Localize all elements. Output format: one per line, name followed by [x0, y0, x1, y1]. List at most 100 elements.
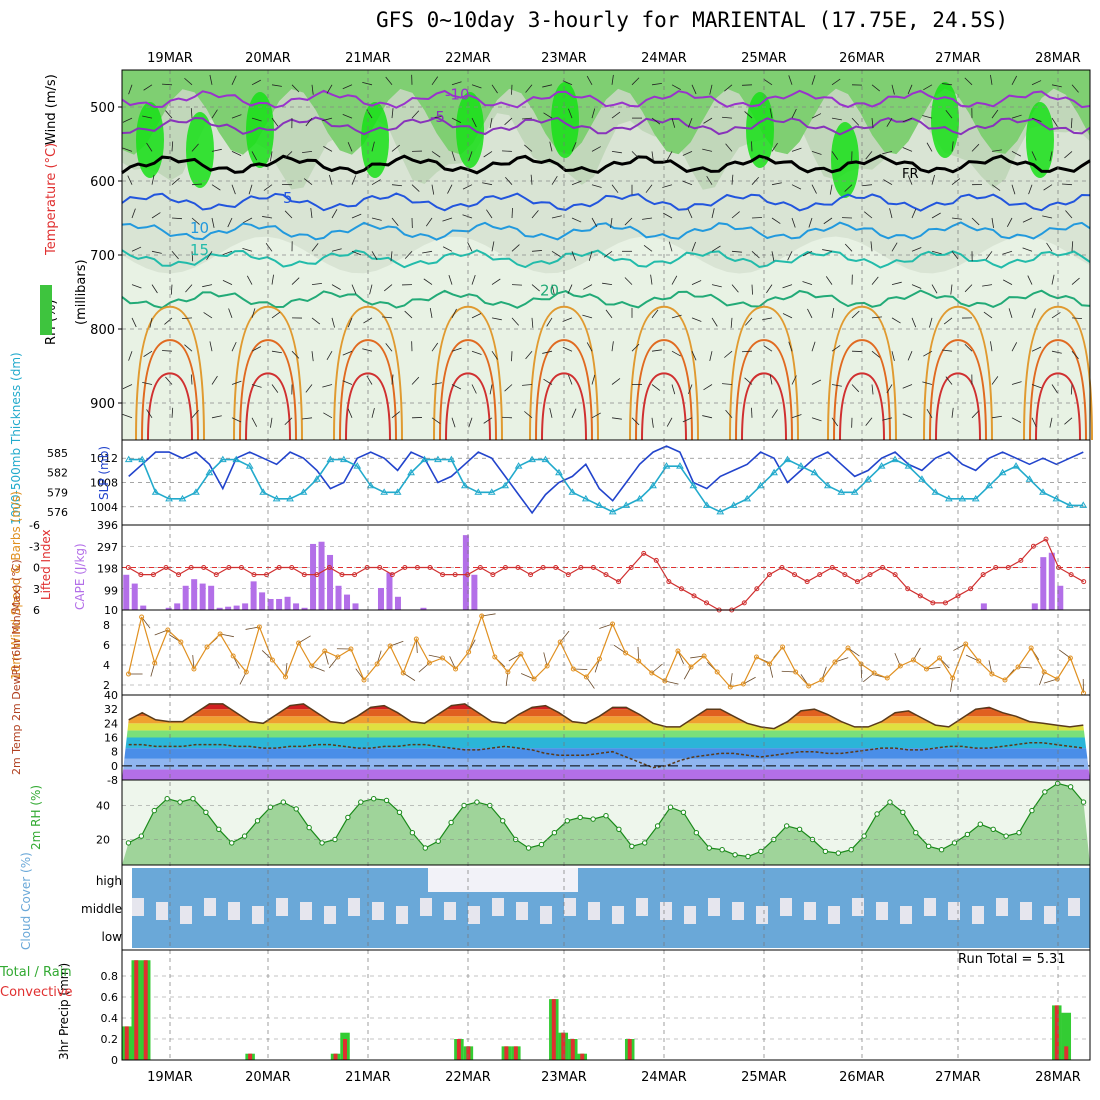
wind-barb	[271, 84, 282, 87]
precip-convective-bar	[504, 1046, 509, 1060]
lifted-index-point	[867, 572, 873, 578]
wind-speed-point	[400, 670, 406, 676]
lifted-index-point	[892, 572, 898, 578]
lifted-index-point	[930, 600, 936, 606]
wind-barb	[666, 417, 673, 427]
thickness-point	[676, 462, 684, 469]
thickness-point	[581, 494, 590, 502]
warm-isotherm-arch	[141, 339, 199, 441]
wind-barb	[722, 116, 733, 119]
cape-bar	[199, 583, 206, 610]
date-label-top: 23MAR	[541, 51, 587, 66]
wind-barb	[202, 284, 213, 288]
rh-point	[203, 809, 209, 815]
lifted-index-point	[402, 565, 408, 570]
wind-barb	[431, 151, 441, 158]
wind-speed-point	[505, 669, 511, 675]
wind-barb	[291, 84, 300, 93]
wind-barb	[251, 417, 258, 427]
wind-speed-point	[610, 621, 616, 627]
lifted-index-point	[276, 565, 282, 570]
wind-barb	[964, 343, 973, 352]
precip-convective-bar	[248, 1053, 253, 1060]
wind-barb	[468, 151, 473, 161]
wind-barb	[451, 117, 462, 123]
wind-barb	[211, 375, 218, 385]
warm-isotherm-arch	[147, 372, 193, 441]
wind-speed-point	[832, 659, 838, 665]
cape-bar	[462, 535, 469, 610]
wind-barb	[682, 417, 693, 423]
thickness-point	[420, 455, 429, 463]
wind-barb	[631, 151, 640, 159]
thickness-point	[366, 481, 375, 489]
thickness-ylabel: 1000-500mb Thickness (dm)	[9, 352, 23, 525]
wind-barb	[588, 251, 593, 262]
rh-point	[396, 809, 403, 815]
slp-ylabel: SLP (mb)	[97, 446, 111, 500]
precip-panel	[121, 949, 1091, 1061]
wind-barb	[302, 417, 313, 420]
wind-barb	[371, 408, 375, 418]
temp-tick-label: 40	[104, 689, 118, 702]
wind-barb	[883, 179, 893, 186]
wind-barb	[863, 211, 873, 219]
lifted-index-point	[251, 572, 257, 578]
wind-speed-point	[583, 674, 589, 680]
wind-barb	[889, 208, 893, 219]
wind-barb	[190, 374, 193, 385]
wind-barb	[882, 417, 893, 421]
cloud-gap	[708, 898, 720, 916]
lifted-index-point	[741, 600, 747, 606]
wind-barb	[631, 417, 640, 426]
y-tick-label: 800	[90, 323, 115, 338]
precip-convective-bar	[561, 1032, 566, 1060]
cloud-gap	[276, 898, 288, 916]
wind-barb	[501, 416, 513, 419]
thickness-point	[958, 494, 967, 502]
wind-barb	[725, 143, 733, 152]
wind-barb	[251, 117, 262, 122]
temp-band	[122, 716, 1090, 724]
thickness-point	[985, 481, 994, 489]
wind-barb	[127, 175, 133, 185]
rh-point	[990, 826, 996, 832]
rh-point	[913, 830, 919, 836]
wind-barb	[851, 117, 860, 126]
wind-barb	[831, 78, 841, 86]
cloud-level-label: middle	[81, 902, 122, 916]
wind-barb	[531, 250, 542, 252]
wind-barb	[982, 284, 993, 287]
wind-barb	[451, 347, 462, 352]
thickness-point	[837, 488, 846, 495]
slp-tick-label: 1004	[90, 501, 118, 514]
cloud-gap	[900, 906, 912, 924]
wind-barb	[731, 250, 742, 253]
wind-barb	[923, 350, 933, 357]
date-label-bottom: 25MAR	[741, 1070, 787, 1085]
cloud-gap	[228, 902, 240, 920]
temp-band	[122, 730, 1090, 738]
cloud-gap	[876, 902, 888, 920]
wind-barb	[902, 384, 913, 389]
warm-isotherm-arch	[1029, 339, 1087, 441]
wind-barb	[448, 274, 453, 285]
wind-speed-point	[374, 661, 380, 667]
wind-barb	[1070, 118, 1073, 129]
wind10m-label: 10m Wind Speed & Barbs (m/s)	[9, 491, 23, 680]
wind-barb	[1061, 183, 1073, 186]
rh-point	[280, 799, 287, 805]
wind-barb	[451, 384, 462, 390]
wind-barb	[991, 149, 1002, 152]
wind-speed-point	[806, 683, 812, 689]
wind-barb	[322, 117, 333, 122]
thickness-point	[339, 455, 348, 463]
wind-speed-point	[518, 651, 524, 657]
wind-barb	[331, 209, 338, 219]
cloud-gap	[636, 898, 648, 916]
rh-point	[345, 814, 351, 821]
wind-speed-point	[780, 644, 786, 650]
wind-barb	[1070, 384, 1073, 395]
wind-barb	[504, 384, 513, 392]
